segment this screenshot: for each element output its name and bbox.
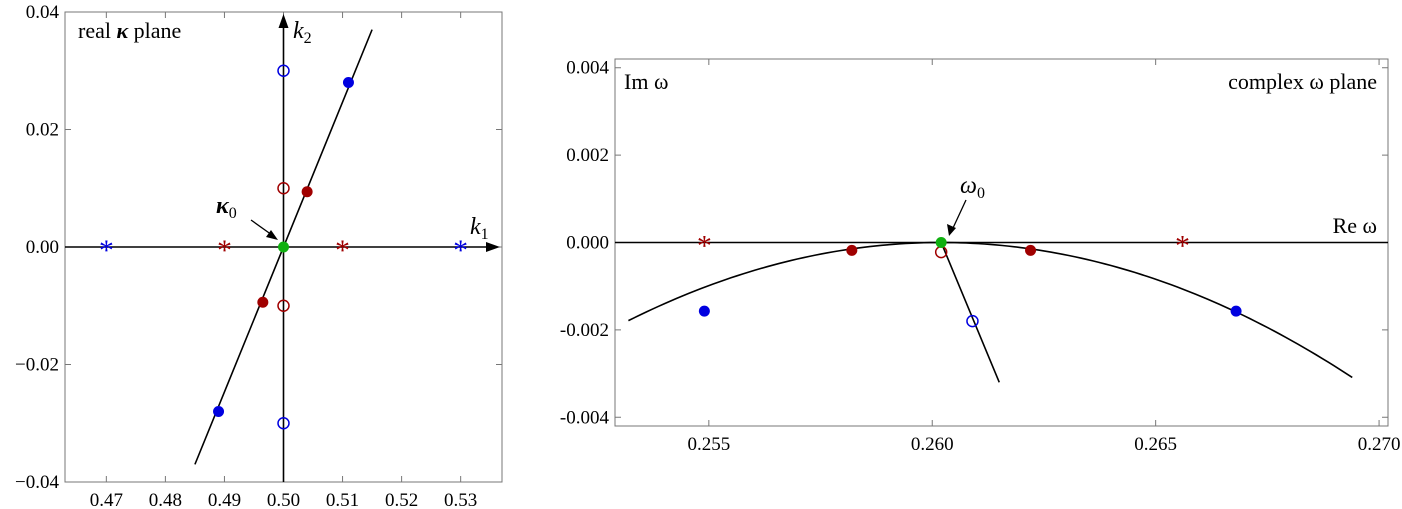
omega-plane-chart: 0.255 0.260 0.265 0.270 0.004 0.002 0.000 -0.00… (560, 58, 1401, 455)
right-y-tick-label: 0.000 (566, 233, 609, 254)
k1-axis-label: k1 (470, 214, 489, 243)
k2-label-main: k (293, 18, 304, 44)
left-y-tick-label: −0.02 (15, 355, 59, 376)
left-y-tick-label: 0.02 (26, 120, 59, 141)
right-star-marker-dark_red: * (697, 230, 712, 263)
omega0-arrow-head (947, 224, 956, 236)
left-open-point-dark_red (277, 182, 290, 195)
left-star-marker-blue: * (453, 234, 468, 267)
left-x-tick-label: 0.52 (385, 490, 418, 509)
left-open-point-blue (277, 64, 290, 77)
left-plane-label-main: real (78, 18, 116, 43)
right-y-tick-label: 0.002 (566, 145, 609, 166)
kappa0-annotation: κ0 (216, 193, 237, 222)
left-tick-labels: 0.47 0.48 0.49 0.50 0.51 0.52 0.53 0.04 0.02 0.00… (15, 2, 477, 509)
right-y-tick-label: 0.004 (566, 58, 609, 79)
left-x-tick-label: 0.53 (444, 490, 477, 509)
omega0-annotation: ω0 (960, 173, 985, 202)
left-markers: * * * * (99, 64, 468, 430)
omega0-sub: 0 (977, 185, 985, 202)
omega0-label: ω (960, 173, 977, 199)
omega-parabola-curve (628, 241, 1353, 379)
left-x-tick-label: 0.48 (149, 490, 182, 509)
re-omega-label: Re ω (1333, 213, 1377, 238)
right-point-green (935, 237, 947, 248)
left-y-tick-label: 0.04 (26, 2, 60, 23)
left-open-point-dark_red (277, 299, 290, 312)
left-plane-label-rest: plane (128, 18, 181, 43)
left-ticks (65, 11, 502, 483)
right-x-tick-label: 0.265 (1134, 434, 1177, 455)
left-x-tick-label: 0.51 (326, 490, 359, 509)
left-y-tick-label: −0.04 (15, 472, 59, 493)
left-point-dark_red (301, 186, 313, 198)
right-star-marker-dark_red: * (1175, 230, 1190, 263)
right-tick-labels: 0.255 0.260 0.265 0.270 0.004 0.002 0.000 -0.00… (560, 58, 1401, 455)
left-y-tick-label: 0.00 (26, 237, 59, 258)
right-x-tick-label: 0.255 (687, 434, 730, 455)
left-star-marker-blue: * (99, 234, 114, 267)
left-x-tick-label: 0.49 (208, 490, 241, 509)
left-plane-label: real κ plane (78, 18, 181, 43)
kappa0-arrow-head (266, 230, 278, 240)
right-x-tick-label: 0.270 (1358, 434, 1401, 455)
left-star-marker-dark_red: * (335, 234, 350, 267)
right-point-dark_red (1025, 244, 1037, 256)
left-plane-label-kappa: κ (116, 18, 129, 43)
k1-axis-arrow (486, 242, 500, 252)
k2-axis-arrow (278, 14, 289, 28)
k1-label-main: k (470, 214, 481, 240)
right-open-point-blue (966, 314, 979, 328)
right-y-tick-label: -0.002 (560, 320, 609, 341)
omega-branch-line (940, 242, 1001, 383)
right-point-blue (698, 305, 710, 317)
k2-axis-label: k2 (293, 18, 312, 47)
right-markers: * * (697, 230, 1242, 328)
left-x-tick-label: 0.50 (267, 490, 300, 509)
right-point-blue (1230, 305, 1242, 317)
left-point-blue (342, 77, 354, 88)
left-x-tick-label: 0.47 (90, 490, 123, 509)
kappa0-label: κ (216, 193, 230, 219)
k1-label-sub: 1 (481, 226, 489, 243)
kappa-plane-chart: 0.47 0.48 0.49 0.50 0.51 0.52 0.53 0.04 0.02 0.00… (15, 2, 503, 509)
right-point-dark_red (846, 244, 858, 256)
right-y-tick-label: -0.004 (560, 407, 610, 428)
kappa0-sub: 0 (229, 205, 237, 222)
left-open-point-blue (277, 417, 290, 430)
right-plane-label: complex ω plane (1228, 69, 1377, 94)
left-point-dark_red (257, 296, 269, 308)
omega0-arrow-line (952, 199, 967, 229)
left-point-blue (213, 406, 225, 417)
left-point-green (278, 241, 289, 253)
kappa0-arrow-line (250, 219, 273, 236)
right-x-tick-label: 0.260 (911, 434, 954, 455)
left-star-marker-dark_red: * (217, 234, 232, 267)
im-omega-label: Im ω (624, 69, 668, 94)
k2-label-sub: 2 (304, 30, 312, 47)
